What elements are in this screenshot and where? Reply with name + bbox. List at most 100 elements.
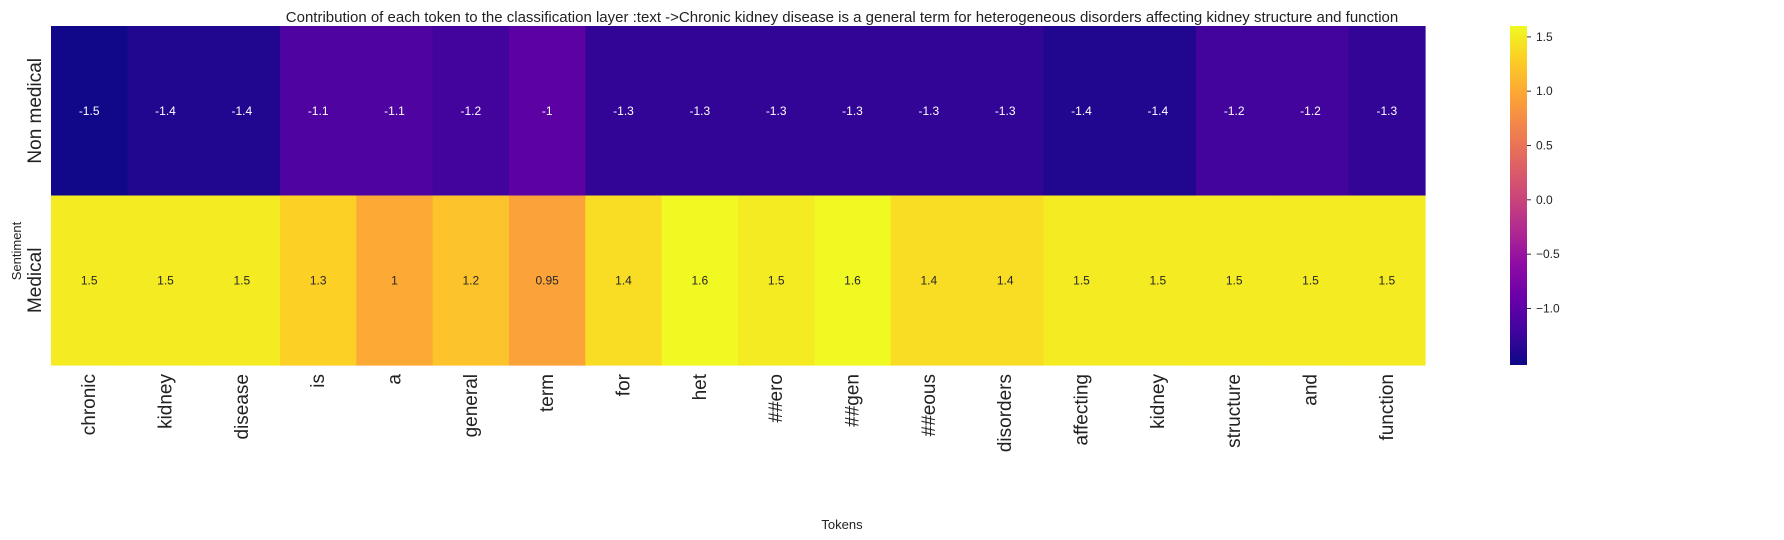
heatmap-cell xyxy=(1196,195,1273,366)
heatmap-cell xyxy=(509,26,586,197)
heatmap-cell xyxy=(1272,195,1350,366)
cell-value-label: 1.4 xyxy=(997,273,1014,287)
heatmap-cell xyxy=(1043,26,1121,197)
cell-value-label: -1.3 xyxy=(1376,104,1397,118)
heatmap-cell xyxy=(967,26,1044,197)
heatmap-cell xyxy=(280,26,357,197)
colorbar xyxy=(1510,26,1527,365)
heatmap-cell xyxy=(203,195,281,366)
colorbar-tick-label: −0.5 xyxy=(1536,247,1560,261)
cell-value-label: -1.3 xyxy=(918,104,939,118)
column-label: affecting xyxy=(1072,374,1093,445)
heatmap-cell xyxy=(814,195,892,366)
heatmap-cell xyxy=(585,26,663,197)
heatmap-cell xyxy=(738,195,815,366)
heatmap-cells: -1.5 -1.4 -1.4 -1.1 -1.1 -1.2 -1 -1.3 -1.3 -1.3 -1… xyxy=(51,26,1426,366)
heatmap-cell xyxy=(203,26,281,197)
cell-value-label: 1.6 xyxy=(844,273,861,287)
cell-value-label: 1.4 xyxy=(920,273,937,287)
cell-value-label: 1.4 xyxy=(615,273,632,287)
column-label: and xyxy=(1301,374,1322,406)
cell-value-label: 0.95 xyxy=(535,273,559,287)
x-axis-label: Tokens xyxy=(821,517,863,532)
cell-value-label: -1.5 xyxy=(79,104,100,118)
cell-value-label: 1.3 xyxy=(310,273,327,287)
cell-value-label: -1.1 xyxy=(308,104,329,118)
cell-value-label: -1.2 xyxy=(1224,104,1245,118)
column-label: kidney xyxy=(156,374,177,429)
cell-value-label: -1.3 xyxy=(613,104,634,118)
cell-value-label: -1.4 xyxy=(1147,104,1168,118)
heatmap-cell xyxy=(1119,26,1197,197)
column-label: for xyxy=(614,373,635,396)
cell-value-label: 1.5 xyxy=(1073,273,1090,287)
row-label: Non medical xyxy=(25,58,46,164)
y-axis-label: Sentiment xyxy=(9,221,24,280)
cell-value-label: -1 xyxy=(542,104,553,118)
row-label: Medical xyxy=(25,248,46,313)
heatmap-cell xyxy=(509,195,586,366)
column-label: chronic xyxy=(79,374,100,435)
cell-value-label: -1.1 xyxy=(384,104,405,118)
heatmap-cell xyxy=(1348,26,1426,197)
cell-value-label: 1.5 xyxy=(157,273,174,287)
row-labels: Non medical Medical xyxy=(25,58,46,313)
heatmap-cell xyxy=(432,195,510,366)
heatmap-cell xyxy=(51,195,128,366)
heatmap-cell xyxy=(967,195,1044,366)
cell-value-label: -1.3 xyxy=(995,104,1016,118)
cell-value-label: 1.5 xyxy=(233,273,250,287)
cell-value-label: 1.5 xyxy=(1378,273,1395,287)
heatmap-cell xyxy=(127,26,205,197)
cell-value-label: -1.2 xyxy=(1300,104,1321,118)
column-label: general xyxy=(461,374,482,437)
heatmap-cell xyxy=(1119,195,1197,366)
heatmap-cell xyxy=(814,26,892,197)
heatmap-cell xyxy=(432,26,510,197)
column-label: ##eous xyxy=(919,374,940,436)
cell-value-label: -1.3 xyxy=(842,104,863,118)
heatmap-cell xyxy=(738,26,815,197)
cell-value-label: 1.5 xyxy=(1149,273,1166,287)
colorbar-tick-label: 1.5 xyxy=(1536,30,1553,44)
column-label: function xyxy=(1377,374,1398,441)
colorbar-tick-label: 1.0 xyxy=(1536,84,1553,98)
heatmap-cell xyxy=(356,195,434,366)
heatmap-cell xyxy=(280,195,357,366)
cell-value-label: 1.2 xyxy=(462,273,479,287)
heatmap-cell xyxy=(1272,26,1350,197)
heatmap-cell xyxy=(661,195,739,366)
column-labels: chronic kidney disease is a general term for het… xyxy=(79,373,1398,452)
cell-value-label: 1.5 xyxy=(1226,273,1243,287)
column-label: kidney xyxy=(1148,374,1169,429)
cell-value-label: 1.6 xyxy=(691,273,708,287)
heatmap-cell xyxy=(1348,195,1426,366)
cell-value-label: -1.4 xyxy=(231,104,252,118)
column-label: is xyxy=(308,374,329,388)
cell-value-label: -1.3 xyxy=(766,104,787,118)
column-label: ##gen xyxy=(843,374,864,427)
cell-value-label: -1.2 xyxy=(460,104,481,118)
heatmap-cell xyxy=(1196,26,1273,197)
heatmap-cell xyxy=(890,26,968,197)
column-label: structure xyxy=(1224,374,1245,448)
cell-value-label: 1 xyxy=(391,273,398,287)
cell-value-label: 1.5 xyxy=(81,273,98,287)
heatmap-cell xyxy=(890,195,968,366)
cell-value-label: 1.5 xyxy=(768,273,785,287)
cell-value-label: -1.3 xyxy=(689,104,710,118)
column-label: term xyxy=(537,374,558,412)
heatmap-cell xyxy=(51,26,128,197)
cell-value-label: -1.4 xyxy=(155,104,176,118)
heatmap-cell xyxy=(127,195,205,366)
colorbar-ticks: −1.0 −0.5 0.0 0.5 1.0 1.5 xyxy=(1527,30,1560,316)
chart-title: Contribution of each token to the classi… xyxy=(286,9,1398,26)
column-label: ##ero xyxy=(766,374,787,423)
cell-value-label: 1.5 xyxy=(1302,273,1319,287)
column-label: disorders xyxy=(995,374,1016,452)
heatmap-cell xyxy=(585,195,663,366)
heatmap-cell xyxy=(661,26,739,197)
heatmap-cell xyxy=(356,26,434,197)
column-label: het xyxy=(690,373,711,400)
